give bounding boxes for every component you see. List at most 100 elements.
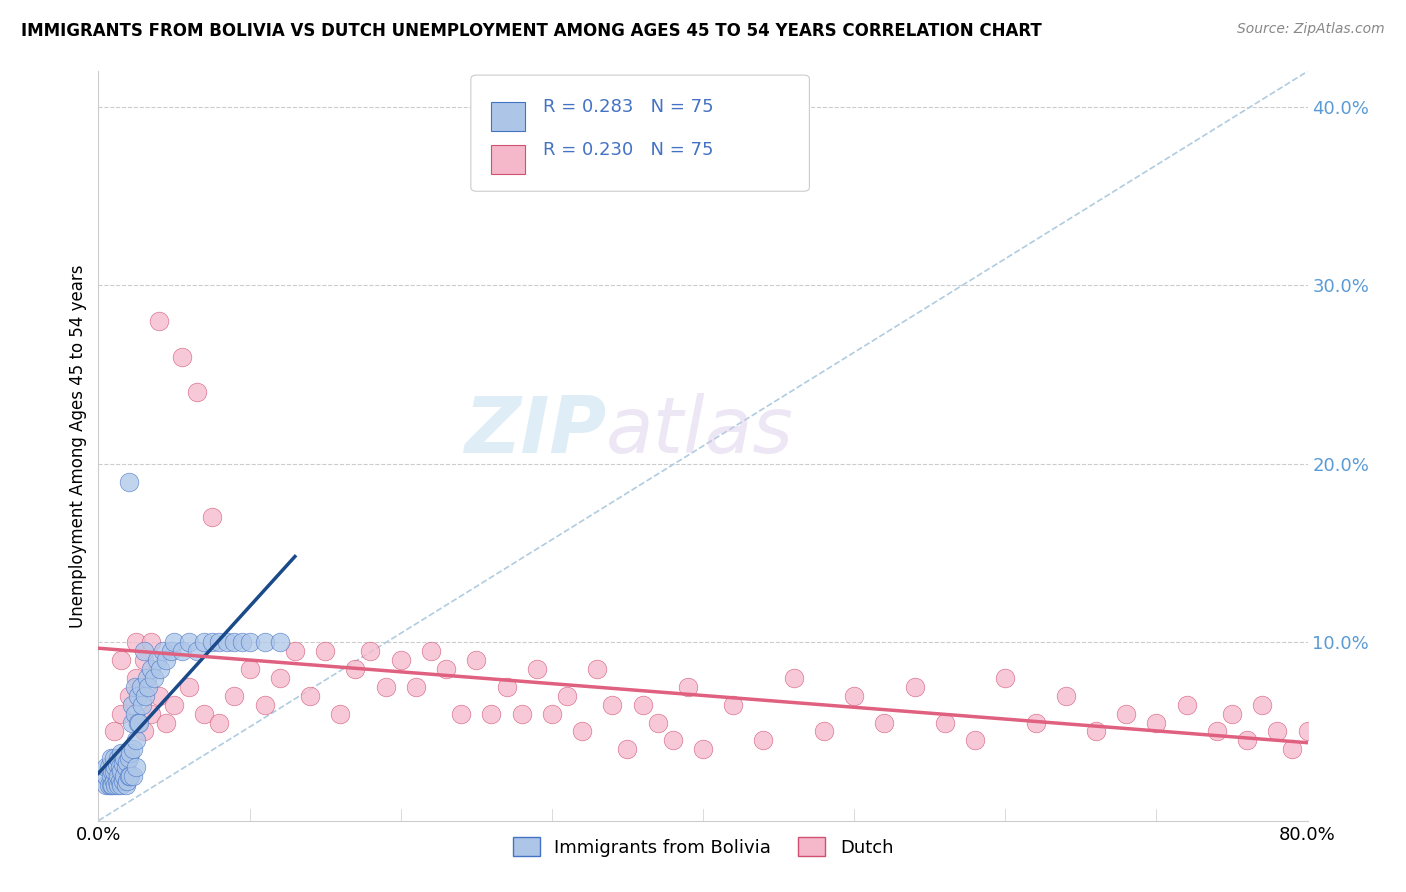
Point (120, 746, 142, 760)
Point (118, 751, 141, 765)
Point (269, 635, 291, 649)
Point (616, 742, 638, 756)
Point (965, 733, 987, 747)
Point (299, 689, 322, 703)
Point (107, 751, 129, 765)
Point (122, 742, 145, 756)
Point (1115, 706, 1137, 721)
Point (124, 706, 146, 721)
Point (450, 706, 472, 721)
Point (100, 769, 122, 783)
Point (526, 662, 548, 676)
Point (94, 769, 117, 783)
Point (103, 764, 125, 778)
Point (98, 778, 121, 792)
Point (101, 778, 124, 792)
Point (420, 644, 443, 658)
Point (1251, 698, 1274, 712)
FancyBboxPatch shape (492, 145, 526, 174)
Point (631, 698, 654, 712)
Point (104, 778, 127, 792)
Point (201, 635, 224, 649)
Point (510, 706, 533, 721)
Point (103, 774, 125, 789)
Point (107, 778, 129, 792)
Point (115, 755, 138, 769)
Point (107, 769, 129, 783)
Text: atlas: atlas (606, 393, 794, 469)
Point (208, 635, 231, 649)
Point (132, 653, 155, 667)
Point (179, 635, 201, 649)
Point (100, 778, 122, 792)
Point (1296, 724, 1319, 739)
Point (94, 778, 117, 792)
Point (540, 706, 562, 721)
Y-axis label: Unemployment Among Ages 45 to 54 years: Unemployment Among Ages 45 to 54 years (69, 264, 87, 628)
Point (143, 671, 166, 685)
Point (98, 760, 121, 774)
Point (481, 706, 503, 721)
Point (135, 671, 157, 685)
Text: Source: ZipAtlas.com: Source: ZipAtlas.com (1237, 22, 1385, 37)
Point (374, 680, 396, 694)
Legend: Immigrants from Bolivia, Dutch: Immigrants from Bolivia, Dutch (506, 830, 900, 864)
Point (186, 644, 208, 658)
FancyBboxPatch shape (471, 75, 810, 191)
Point (160, 644, 183, 658)
Point (155, 653, 177, 667)
Point (125, 635, 148, 649)
Point (104, 760, 127, 774)
Point (555, 689, 578, 703)
Point (111, 756, 134, 771)
Point (1085, 724, 1108, 739)
Point (676, 680, 699, 694)
Point (132, 644, 155, 658)
Point (155, 715, 177, 730)
Point (1024, 715, 1046, 730)
Point (141, 635, 163, 649)
Point (1175, 698, 1198, 712)
Point (103, 751, 125, 765)
Point (141, 706, 163, 721)
Point (103, 724, 125, 739)
Point (405, 680, 427, 694)
Point (125, 671, 148, 685)
Point (112, 769, 135, 783)
Point (148, 689, 170, 703)
Point (108, 774, 131, 789)
Point (224, 635, 246, 649)
Point (1206, 724, 1229, 739)
Point (661, 733, 683, 747)
Point (1281, 742, 1303, 756)
Point (110, 653, 132, 667)
Point (253, 635, 276, 649)
Point (127, 715, 149, 730)
Point (1220, 706, 1243, 721)
Point (269, 671, 291, 685)
Text: ZIP: ZIP (464, 393, 606, 469)
Point (215, 635, 238, 649)
Point (163, 635, 186, 649)
Point (110, 764, 132, 778)
Point (224, 689, 246, 703)
Point (121, 698, 143, 712)
Point (110, 706, 132, 721)
Point (163, 698, 186, 712)
Point (201, 510, 224, 524)
Point (389, 653, 412, 667)
Point (118, 689, 141, 703)
Point (179, 680, 201, 694)
Point (1236, 733, 1258, 747)
Point (136, 680, 159, 694)
Text: IMMIGRANTS FROM BOLIVIA VS DUTCH UNEMPLOYMENT AMONG AGES 45 TO 54 YEARS CORRELAT: IMMIGRANTS FROM BOLIVIA VS DUTCH UNEMPLO… (21, 22, 1042, 40)
Point (434, 662, 457, 676)
Point (344, 662, 367, 676)
Point (124, 680, 146, 694)
Point (118, 769, 141, 783)
Point (148, 314, 170, 328)
Point (586, 662, 609, 676)
Point (141, 662, 163, 676)
Point (193, 635, 215, 649)
Point (125, 760, 148, 774)
